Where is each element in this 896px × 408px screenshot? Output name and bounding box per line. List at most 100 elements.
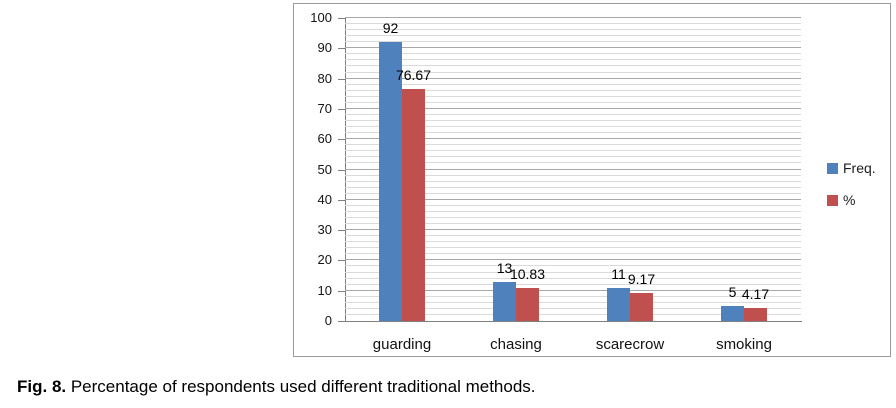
bar-value-label: 4.17 bbox=[741, 286, 770, 303]
figure-caption: Fig. 8. Percentage of respondents used d… bbox=[17, 376, 536, 397]
minor-gridline bbox=[345, 120, 801, 122]
bar--scarecrow bbox=[630, 293, 653, 321]
bar--smoking bbox=[744, 308, 767, 321]
major-gridline bbox=[345, 289, 801, 291]
chart-frame: 92 76.67 13 10.83 11 9.17 5 4.17 0 10 20 30 40 50 60 7… bbox=[293, 3, 891, 357]
major-gridline bbox=[345, 47, 801, 49]
minor-gridline bbox=[345, 23, 801, 25]
minor-gridline bbox=[345, 271, 801, 273]
bar--chasing bbox=[516, 288, 539, 321]
minor-gridline bbox=[345, 126, 801, 128]
y-axis-tick bbox=[338, 290, 345, 292]
minor-gridline bbox=[345, 65, 801, 67]
minor-gridline bbox=[345, 162, 801, 164]
bar-value-label: 76.67 bbox=[395, 66, 432, 83]
y-axis-tick bbox=[338, 108, 345, 110]
major-gridline bbox=[345, 168, 801, 170]
major-gridline bbox=[345, 107, 801, 109]
minor-gridline bbox=[345, 95, 801, 97]
minor-gridline bbox=[345, 216, 801, 218]
legend-swatch-icon bbox=[827, 194, 838, 206]
y-axis-tick-label: 50 bbox=[317, 161, 332, 177]
y-axis-line bbox=[345, 18, 346, 322]
minor-gridline bbox=[345, 113, 801, 115]
minor-gridline bbox=[345, 150, 801, 152]
y-axis-tick bbox=[338, 199, 345, 201]
minor-gridline bbox=[345, 235, 801, 237]
major-gridline bbox=[345, 77, 801, 79]
y-axis-tick-label: 70 bbox=[317, 100, 332, 116]
minor-gridline bbox=[345, 247, 801, 249]
minor-gridline bbox=[345, 132, 801, 134]
minor-gridline bbox=[345, 156, 801, 158]
x-axis-line bbox=[345, 321, 802, 322]
bar-Freq-chasing bbox=[493, 281, 516, 321]
y-axis-tick bbox=[338, 78, 345, 80]
minor-gridline bbox=[345, 186, 801, 188]
y-axis-tick bbox=[338, 169, 345, 171]
bar--guarding bbox=[402, 88, 425, 321]
minor-gridline bbox=[345, 265, 801, 267]
minor-gridline bbox=[345, 277, 801, 279]
minor-gridline bbox=[345, 180, 801, 182]
legend-label: Freq. bbox=[843, 160, 876, 176]
minor-gridline bbox=[345, 35, 801, 37]
caption-figure-number: Fig. 8. bbox=[17, 377, 67, 396]
minor-gridline bbox=[345, 253, 801, 255]
y-axis-tick bbox=[338, 321, 345, 322]
major-gridline bbox=[345, 229, 801, 231]
minor-gridline bbox=[345, 313, 801, 315]
legend-label: % bbox=[843, 192, 856, 208]
minor-gridline bbox=[345, 53, 801, 55]
minor-gridline bbox=[345, 210, 801, 212]
y-axis-tick bbox=[338, 260, 345, 262]
bar-Freq-smoking bbox=[721, 305, 744, 321]
bar-value-label: 11 bbox=[611, 265, 626, 282]
major-gridline bbox=[345, 17, 801, 18]
y-axis-tick bbox=[338, 18, 345, 19]
major-gridline bbox=[345, 198, 801, 200]
y-axis-tick-label: 60 bbox=[317, 131, 332, 147]
y-axis-tick-label: 10 bbox=[317, 282, 332, 298]
y-axis-tick-label: 0 bbox=[324, 313, 332, 328]
minor-gridline bbox=[345, 29, 801, 31]
minor-gridline bbox=[345, 89, 801, 91]
minor-gridline bbox=[345, 41, 801, 43]
legend-swatch-icon bbox=[827, 162, 838, 174]
minor-gridline bbox=[345, 307, 801, 309]
y-axis-tick-label: 40 bbox=[317, 191, 332, 207]
category-label-guarding: guarding bbox=[372, 336, 432, 353]
category-label-smoking: smoking bbox=[716, 336, 772, 353]
y-axis-tick bbox=[338, 139, 345, 141]
category-label-scarecrow: scarecrow bbox=[595, 336, 665, 353]
legend-entry-Freq: Freq. bbox=[827, 160, 876, 176]
bar-value-label: 92 bbox=[382, 20, 399, 37]
minor-gridline bbox=[345, 83, 801, 85]
y-axis-tick bbox=[338, 48, 345, 50]
minor-gridline bbox=[345, 174, 801, 176]
minor-gridline bbox=[345, 144, 801, 146]
y-axis-tick bbox=[338, 230, 345, 232]
minor-gridline bbox=[345, 223, 801, 225]
minor-gridline bbox=[345, 301, 801, 303]
minor-gridline bbox=[345, 192, 801, 194]
legend-entry-: % bbox=[827, 192, 855, 208]
bar-value-label: 13 bbox=[496, 259, 513, 276]
minor-gridline bbox=[345, 59, 801, 61]
major-gridline bbox=[345, 138, 801, 140]
bar-value-label: 5 bbox=[728, 283, 737, 300]
minor-gridline bbox=[345, 295, 801, 297]
y-axis-tick-label: 100 bbox=[310, 10, 332, 25]
y-axis-tick-label: 90 bbox=[317, 40, 332, 56]
category-label-chasing: chasing bbox=[490, 336, 542, 353]
minor-gridline bbox=[345, 71, 801, 73]
plot-area: 92 76.67 13 10.83 11 9.17 5 4.17 bbox=[345, 17, 801, 321]
minor-gridline bbox=[345, 101, 801, 103]
minor-gridline bbox=[345, 283, 801, 285]
y-axis-tick-label: 20 bbox=[317, 252, 332, 268]
bar-value-label: 10.83 bbox=[509, 266, 546, 283]
y-axis-tick-label: 30 bbox=[317, 222, 332, 238]
bar-Freq-scarecrow bbox=[607, 287, 630, 321]
bar-value-label: 9.17 bbox=[627, 271, 656, 288]
bar-Freq-guarding bbox=[379, 42, 402, 321]
